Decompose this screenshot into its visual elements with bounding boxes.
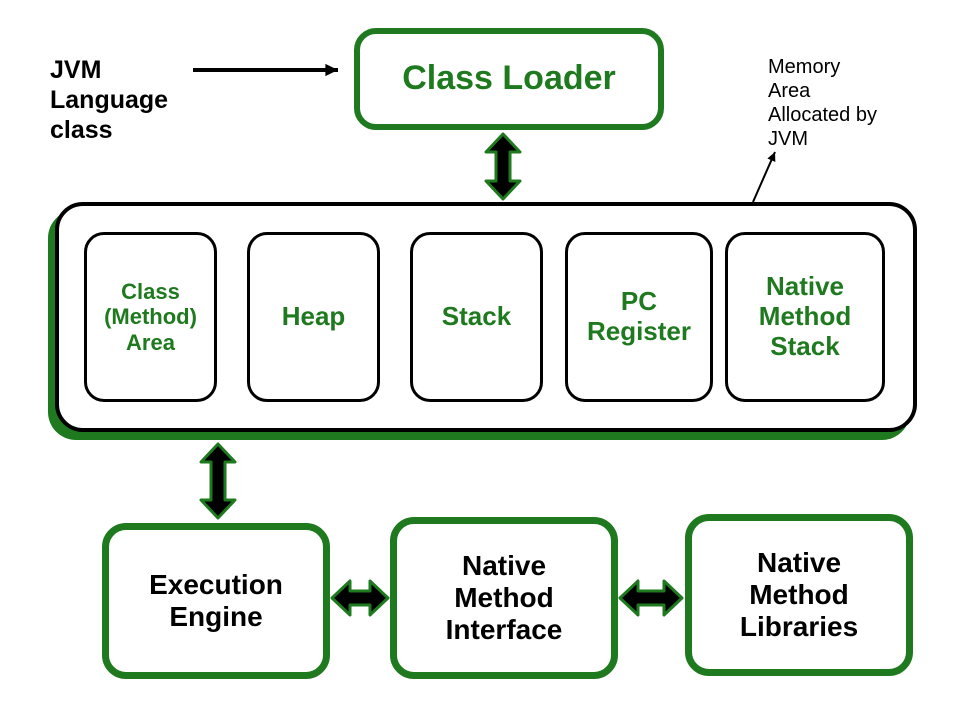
arrows-layer — [0, 0, 960, 720]
